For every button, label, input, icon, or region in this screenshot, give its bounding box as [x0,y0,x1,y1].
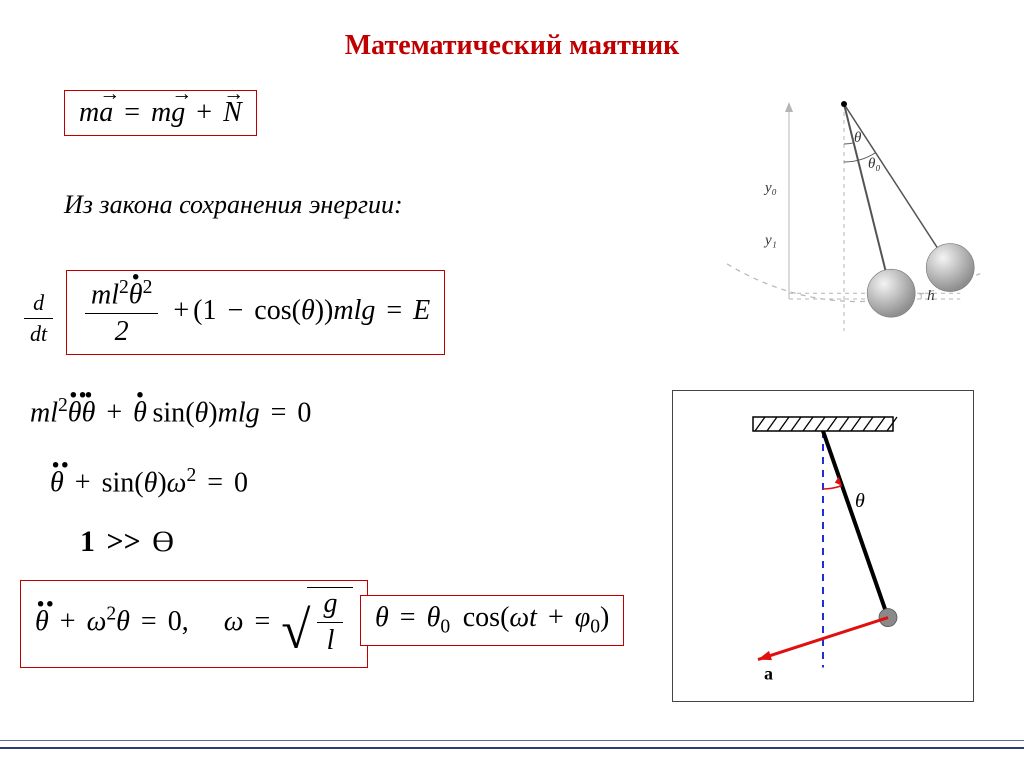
sym-omega4: ω [509,602,529,633]
sym-theta3: θ [144,467,158,498]
close-paren: ) [324,295,333,326]
equation-newton: ma = mg + N [79,97,242,128]
sym-t: t [529,602,537,633]
comma: , [182,606,189,637]
sup-2e: 2 [106,604,116,625]
sym-theta: θ [301,295,315,326]
sup-2b: 2 [143,277,153,298]
sym-mlg: mlg [333,295,375,326]
footer-divider [0,740,1024,749]
sym-theta0: θ [427,602,441,633]
fn-sin2: sin [102,467,135,498]
sym-omega: ω [167,467,187,498]
sym-theta2: θ [195,397,209,428]
equation-energy-box: ml2θ2 2 +(1 − cos(θ))mlg = E [66,270,445,355]
op-eq3: = [267,397,291,428]
sym-dt: dt [24,319,53,347]
vec-N: N [223,97,242,129]
den-2: 2 [85,314,158,348]
theta-dot3: θ [133,397,147,429]
num-one: 1 [80,525,95,558]
sym-l: l [317,623,343,657]
open2: ( [500,602,509,633]
sym-g: g [317,588,343,623]
theta-ddot2: θ [50,467,64,499]
theta-ddot3: θ [35,606,49,638]
num-zero: 0 [297,397,311,428]
op-minus: − [223,295,247,326]
equation-energy: ml2θ2 2 +(1 − cos(θ))mlg = E [81,295,430,326]
svg-text:θ₀: θ₀ [868,156,881,172]
sym-E: E [413,295,430,326]
sym-theta4: θ [116,606,130,637]
equation-derivative: ml2θθ + θ sin(θ)mlg = 0 [30,395,311,429]
open-paren: (1 [193,295,216,326]
vec-a: a [99,97,113,129]
op-eq5: = [137,606,161,637]
slide-title: Математический маятник [0,30,1024,62]
equation-linear-box: θ + ω2θ = 0, ω = √ g l [20,580,368,668]
sup-2d: 2 [186,465,196,486]
theta-dot2: θ [82,397,96,429]
op-eq: = [120,97,144,128]
sqrt: √ g l [281,587,353,661]
sym-m: m [79,97,99,128]
equation-linear: θ + ω2θ = 0, ω = √ g l [35,606,353,637]
figure-pendulum-forces: θa [672,390,974,702]
svg-text:y₁: y₁ [763,232,777,248]
sym-d: d [24,290,53,319]
op-plus3: + [102,397,126,428]
sym-mlg2: mlg [218,397,260,428]
sub-0b: 0 [590,617,600,638]
sub-0a: 0 [440,617,450,638]
op-plus4: + [71,467,95,498]
equation-nonlinear: θ + sin(θ)ω2 = 0 [50,465,248,499]
fn-cos: cos [254,295,291,326]
equation-newton-box: ma = mg + N [64,90,257,136]
sym-ml2: ml [30,397,58,428]
fn-sin: sin [153,397,186,428]
svg-text:h: h [927,288,935,304]
sym-Theta: ϴ [152,525,174,558]
sym-phi: φ [575,602,591,633]
op-plus5: + [56,606,80,637]
svg-text:y₀: y₀ [763,180,777,196]
operator-ddt: d dt [20,290,57,347]
svg-text:θ: θ [854,130,862,146]
close2: ) [600,602,609,633]
op-eq2: = [382,295,406,326]
sup-2a: 2 [119,277,129,298]
equation-solution-box: θ = θ0 cos(ωt + φ0) [360,595,624,646]
vec-g: g [171,97,185,129]
svg-text:a: a [764,664,773,684]
sym-theta5: θ [375,602,389,633]
sym-omega3: ω [224,606,244,637]
figure-pendulum-geometry: θ θ₀ y₀ y₁ h [684,88,984,348]
text-energy-law: Из закона сохранения энергии: [64,190,524,220]
num-zero2: 0 [234,467,248,498]
op-plus6: + [544,602,568,633]
equation-small-angle: 1 >> ϴ [80,525,174,559]
sym-ml: ml [91,279,119,310]
sym-omega2: ω [87,606,107,637]
op-eq4: = [203,467,227,498]
theta-dot: θ [129,279,143,311]
num-zero3: 0 [168,606,182,637]
sup-2c: 2 [58,395,68,416]
svg-text:θ: θ [855,490,865,512]
fn-cos2: cos [463,602,500,633]
op-eq6: = [250,606,274,637]
op-plus2: + [169,295,193,326]
op-eq7: = [396,602,420,633]
op-plus: + [192,97,216,128]
theta-ddot: θ [68,397,82,429]
sym-m2: m [151,97,171,128]
op-gg: >> [103,525,145,558]
equation-solution: θ = θ0 cos(ωt + φ0) [375,602,609,633]
